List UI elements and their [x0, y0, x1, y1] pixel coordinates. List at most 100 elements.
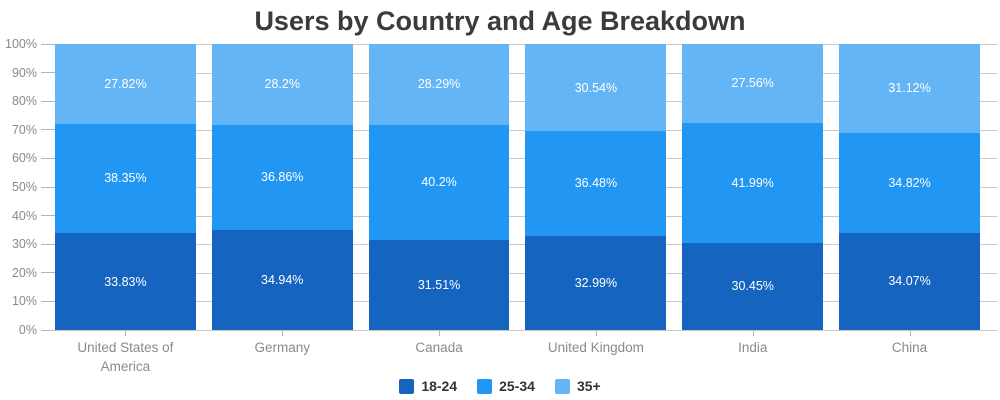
x-axis-tick-mark — [282, 331, 284, 336]
y-axis-tick: 30% — [12, 237, 55, 251]
y-axis-tick-mark — [41, 100, 55, 102]
x-axis-category: India — [682, 331, 823, 377]
bar-value-label: 30.54% — [574, 80, 618, 95]
bar-segment-25-34[interactable]: 36.48% — [525, 131, 667, 236]
y-axis-tick: 100% — [5, 37, 55, 51]
y-axis-tick-label: 20% — [11, 265, 37, 280]
x-axis-tick-mark — [595, 331, 597, 336]
x-axis-tick-mark — [909, 331, 911, 336]
x-axis-category: Canada — [369, 331, 510, 377]
y-axis-tick-label: 0% — [18, 323, 37, 337]
x-axis-label: United Kingdom — [547, 340, 644, 355]
x-axis-category: United Kingdom — [525, 331, 666, 377]
bar-segment-35+[interactable]: 27.82% — [55, 44, 196, 124]
legend-item-18-24[interactable]: 18-24 — [399, 378, 457, 394]
bar-value-label: 34.94% — [261, 273, 304, 288]
bar-segment-35+[interactable]: 28.2% — [211, 44, 353, 125]
bar-value-label: 28.2% — [264, 77, 300, 92]
y-axis-tick-mark — [41, 129, 55, 131]
x-axis-tick-mark — [439, 331, 441, 336]
y-axis-tick-label: 90% — [11, 65, 37, 80]
x-axis-category: United States of America — [55, 331, 196, 377]
legend-label: 18-24 — [421, 378, 458, 394]
y-axis-tick: 60% — [12, 151, 55, 165]
legend-marker-icon — [477, 378, 493, 394]
y-axis-tick-mark — [41, 157, 55, 159]
y-axis-tick-mark — [41, 186, 55, 188]
bar-value-label: 28.29% — [417, 77, 461, 92]
y-axis-tick: 50% — [12, 180, 55, 194]
plot-area: 33.83% 38.35% 27.82% 34.94% 36.86% 28.2% 31.51… — [55, 44, 997, 331]
bar-china: 34.07% 34.82% 31.12% — [839, 44, 980, 330]
bar-value-label: 36.86% — [261, 170, 304, 185]
y-axis-tick: 10% — [12, 294, 55, 308]
bar-segment-18-24[interactable]: 34.94% — [211, 230, 353, 330]
bar-value-label: 30.45% — [731, 279, 774, 294]
x-axis: United States of America Germany Canada Uni… — [55, 331, 997, 377]
bar-segment-18-24[interactable]: 30.45% — [682, 242, 824, 330]
legend-marker-icon — [399, 378, 415, 394]
legend-item-35+[interactable]: 35+ — [554, 378, 601, 394]
legend-item-25-34[interactable]: 25-34 — [477, 378, 535, 394]
bar-united-states-of-america: 33.83% 38.35% 27.82% — [55, 44, 196, 330]
y-axis-tick: 40% — [12, 209, 55, 223]
legend-label: 25-34 — [499, 378, 535, 394]
x-axis-label: Germany — [254, 340, 310, 355]
bar-segment-35+[interactable]: 30.54% — [525, 44, 667, 132]
x-axis-category: China — [839, 331, 980, 377]
y-axis-tick-mark — [41, 300, 55, 302]
bar-segment-25-34[interactable]: 38.35% — [55, 123, 196, 234]
bar-segment-25-34[interactable]: 40.2% — [368, 124, 510, 240]
y-axis: 0% 10% 20% 30% 40% 50% 60% 70% 80% 90% 100% — [0, 37, 55, 337]
bar-value-label: 27.82% — [104, 76, 147, 91]
y-axis-tick-label: 70% — [11, 122, 37, 137]
bar-segment-35+[interactable]: 27.56% — [682, 44, 824, 123]
bar-segment-18-24[interactable]: 33.83% — [55, 233, 196, 330]
bar-segment-18-24[interactable]: 32.99% — [525, 235, 667, 330]
bar-segment-25-34[interactable]: 41.99% — [682, 122, 824, 243]
legend: 18-24 25-34 35+ — [0, 378, 1000, 394]
y-axis-tick: 0% — [19, 323, 55, 337]
x-axis-label: United States of America — [77, 340, 174, 374]
y-axis-tick-label: 40% — [11, 208, 37, 223]
bar-canada: 31.51% 40.2% 28.29% — [368, 44, 510, 330]
bar-value-label: 32.99% — [574, 275, 618, 290]
y-axis-tick-mark — [41, 43, 55, 45]
bar-value-label: 27.56% — [731, 76, 774, 91]
bar-segment-18-24[interactable]: 31.51% — [368, 239, 510, 330]
bar-value-label: 38.35% — [104, 171, 147, 186]
y-axis-tick-mark — [41, 272, 55, 274]
y-axis-tick-label: 100% — [5, 37, 37, 51]
x-axis-category: Germany — [212, 331, 353, 377]
y-axis-tick-label: 10% — [11, 294, 37, 309]
bar-germany: 34.94% 36.86% 28.2% — [211, 44, 353, 330]
bar-value-label: 41.99% — [731, 175, 774, 190]
y-axis-tick-mark — [41, 243, 55, 245]
bar-segment-25-34[interactable]: 36.86% — [211, 124, 353, 231]
y-axis-tick: 20% — [12, 266, 55, 280]
x-axis-label: China — [891, 340, 928, 355]
bar-segment-35+[interactable]: 28.29% — [368, 44, 510, 125]
y-axis-tick-mark — [41, 215, 55, 217]
bar-value-label: 33.83% — [104, 274, 147, 289]
y-axis-tick-mark — [41, 329, 55, 331]
y-axis-tick-label: 50% — [11, 180, 37, 194]
legend-marker-icon — [554, 378, 570, 394]
y-axis-tick-label: 30% — [11, 237, 37, 252]
bar-value-label: 36.48% — [574, 176, 618, 191]
y-axis-tick: 80% — [12, 94, 55, 108]
y-axis-tick-mark — [41, 72, 55, 74]
bar-segment-35+[interactable]: 31.12% — [839, 44, 980, 133]
bar-value-label: 40.2% — [421, 175, 457, 190]
legend-label: 35+ — [576, 378, 601, 394]
bar-segment-25-34[interactable]: 34.82% — [839, 132, 980, 233]
y-axis-tick: 70% — [12, 123, 55, 137]
bar-value-label: 34.07% — [888, 274, 931, 289]
bar-value-label: 31.12% — [888, 81, 931, 96]
bar-segment-18-24[interactable]: 34.07% — [839, 232, 980, 330]
bar-united-kingdom: 32.99% 36.48% 30.54% — [525, 44, 667, 330]
x-axis-tick-mark — [125, 331, 127, 336]
x-axis-tick-mark — [752, 331, 754, 336]
y-axis-tick-label: 60% — [11, 151, 37, 166]
